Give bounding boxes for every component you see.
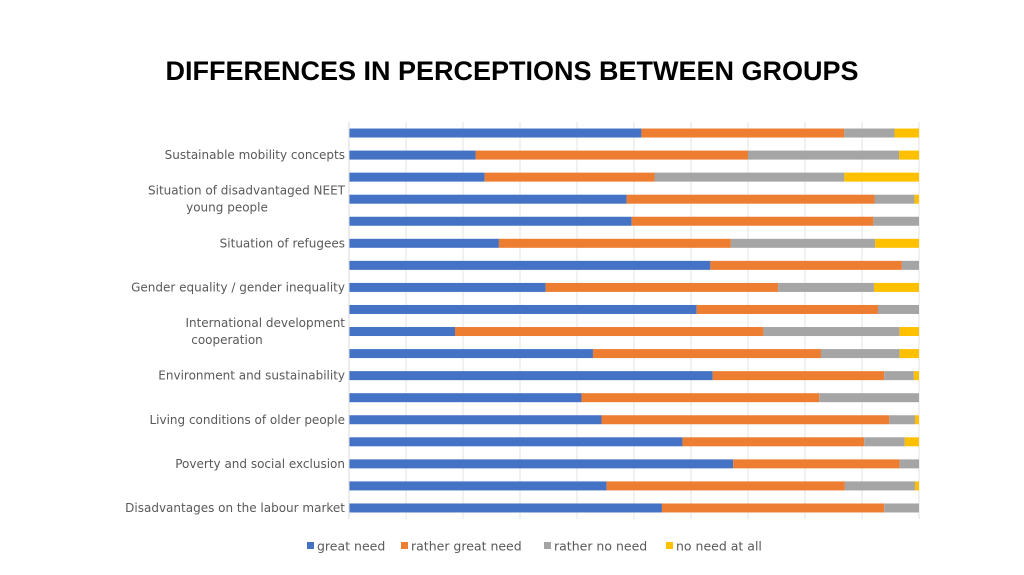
legend-label: rather no need — [554, 539, 647, 554]
bar-segment-no-need-at-all — [913, 371, 919, 381]
bar-segment-great-need — [349, 459, 734, 469]
bar-segment-great-need — [349, 393, 582, 403]
bar-segment-rather-great-need — [475, 150, 748, 160]
bar-segment-rather-great-need — [455, 327, 764, 337]
slide-title: DIFFERENCES IN PERCEPTIONS BETWEEN GROUP… — [165, 56, 859, 86]
bar-segment-rather-no-need — [748, 150, 900, 160]
legend-swatch — [666, 542, 673, 549]
bar-segment-great-need — [349, 481, 607, 491]
bar-segment-rather-great-need — [498, 238, 731, 248]
bar-segment-rather-great-need — [592, 349, 821, 359]
bar-segment-rather-great-need — [661, 503, 885, 513]
bar-segment-rather-no-need — [877, 304, 919, 314]
bar-segment-rather-great-need — [601, 415, 890, 425]
bar-segment-rather-great-need — [606, 481, 845, 491]
category-label: International development — [185, 316, 345, 330]
bar-segment-no-need-at-all — [915, 481, 919, 491]
bar-segment-no-need-at-all — [899, 349, 919, 359]
bar-segment-great-need — [349, 327, 456, 337]
bar-segment-rather-great-need — [733, 459, 900, 469]
bar-segment-rather-no-need — [873, 216, 919, 226]
category-label: Gender equality / gender inequality — [131, 280, 345, 294]
bar-segment-no-need-at-all — [914, 194, 919, 204]
category-label: Sustainable mobility concepts — [165, 148, 345, 162]
bar-segment-great-need — [349, 371, 713, 381]
bar-segment-rather-no-need — [884, 503, 919, 513]
category-label: Disadvantages on the labour market — [125, 501, 345, 515]
legend-swatch — [401, 542, 408, 549]
category-label: Situation of refugees — [220, 236, 345, 250]
bar-segment-rather-great-need — [631, 216, 874, 226]
category-label: young people — [186, 201, 268, 215]
bar-segment-rather-great-need — [696, 304, 878, 314]
category-label: cooperation — [191, 333, 263, 347]
bar-segment-great-need — [349, 349, 593, 359]
legend-label: rather great need — [411, 539, 522, 554]
bar-segment-rather-no-need — [778, 282, 874, 292]
bar-segment-great-need — [349, 260, 711, 270]
bar-segment-great-need — [349, 415, 602, 425]
bar-segment-no-need-at-all — [844, 172, 919, 182]
bar-segment-rather-no-need — [820, 349, 900, 359]
bar-segment-rather-no-need — [763, 327, 900, 337]
bar-segment-great-need — [349, 194, 627, 204]
bar-segment-great-need — [349, 172, 485, 182]
bar-segment-no-need-at-all — [894, 128, 919, 138]
bar-segment-rather-great-need — [682, 437, 865, 447]
bar-segment-great-need — [349, 216, 632, 226]
bar-segment-rather-great-need — [712, 371, 885, 381]
bar-segment-rather-great-need — [581, 393, 820, 403]
bar-segment-rather-great-need — [545, 282, 779, 292]
bar-segment-great-need — [349, 282, 546, 292]
bar-segment-rather-no-need — [874, 194, 915, 204]
legend-label: no need at all — [676, 539, 762, 554]
bar-segment-rather-no-need — [899, 459, 919, 469]
bar-segment-great-need — [349, 128, 642, 138]
bar-segment-rather-great-need — [626, 194, 875, 204]
bar-segment-great-need — [349, 150, 476, 160]
bar-segment-great-need — [349, 304, 697, 314]
bar-segment-great-need — [349, 238, 499, 248]
legend-label: great need — [317, 539, 385, 554]
bar-segment-rather-no-need — [819, 393, 919, 403]
bar-segment-rather-no-need — [901, 260, 919, 270]
bar-segment-rather-great-need — [484, 172, 655, 182]
bar-segment-rather-no-need — [884, 371, 914, 381]
category-label: Situation of disadvantaged NEET — [148, 184, 346, 198]
bar-segment-rather-great-need — [710, 260, 902, 270]
category-label: Living conditions of older people — [149, 413, 345, 427]
bar-segment-great-need — [349, 437, 683, 447]
bar-segment-no-need-at-all — [915, 415, 919, 425]
bar-segment-rather-no-need — [889, 415, 916, 425]
category-label: Poverty and social exclusion — [175, 457, 345, 471]
legend-swatch — [307, 542, 314, 549]
category-label: Environment and sustainability — [158, 369, 345, 383]
bar-segment-rather-no-need — [864, 437, 905, 447]
bar-segment-rather-no-need — [730, 238, 876, 248]
legend-swatch — [544, 542, 551, 549]
bar-segment-no-need-at-all — [873, 282, 919, 292]
bar-segment-rather-no-need — [844, 128, 895, 138]
bar-segment-great-need — [349, 503, 662, 513]
bar-segment-no-need-at-all — [899, 327, 919, 337]
bar-segment-rather-no-need — [654, 172, 845, 182]
bar-segment-no-need-at-all — [875, 238, 919, 248]
bar-segment-no-need-at-all — [904, 437, 919, 447]
bar-segment-rather-no-need — [844, 481, 916, 491]
bar-segment-rather-great-need — [641, 128, 845, 138]
bar-segment-no-need-at-all — [899, 150, 919, 160]
